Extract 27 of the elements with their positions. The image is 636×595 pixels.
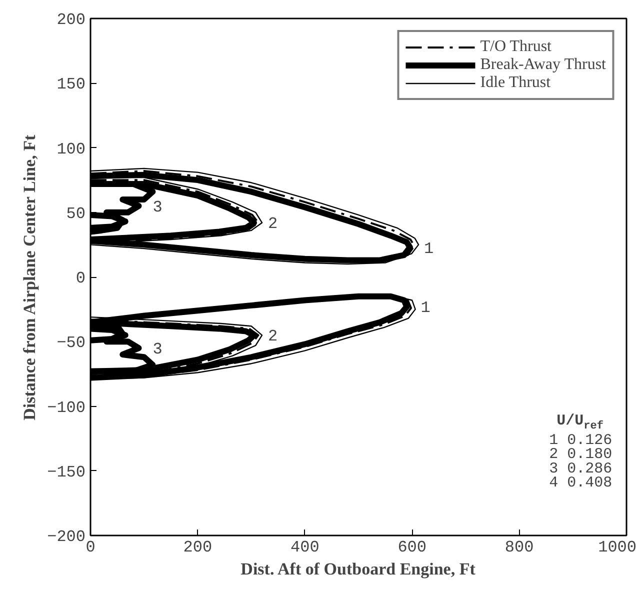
annotation: 4 0.408: [549, 474, 612, 492]
annotation: 1: [420, 299, 430, 318]
x-tick-label: 800: [504, 538, 534, 556]
annotation: 1 0.126: [549, 432, 612, 449]
y-tick-label: 200: [56, 11, 86, 29]
y-tick-label: 0: [76, 270, 86, 288]
y-tick-label: −150: [47, 463, 86, 482]
x-tick-label: 1000: [598, 538, 636, 556]
y-tick-label: 100: [56, 140, 86, 158]
y-tick-label: 50: [66, 204, 86, 223]
y-axis-title: Distance from Airplane Center Line, Ft: [20, 134, 40, 420]
y-tick-label: 150: [56, 76, 86, 94]
x-tick-label: 600: [398, 538, 427, 556]
legend-label: T/O Thrust: [480, 38, 552, 56]
annotation: 2: [268, 215, 278, 234]
x-axis-title: Dist. Aft of Outboard Engine, Ft: [240, 560, 476, 578]
legend-label: Break-Away Thrust: [480, 56, 606, 74]
annotation: 3: [152, 198, 162, 216]
y-tick-label: −100: [47, 398, 86, 417]
y-tick-label: −200: [47, 528, 86, 546]
annotation: 3: [152, 340, 162, 359]
annotation: 1: [424, 240, 434, 258]
x-tick-label: 400: [290, 538, 320, 556]
legend-label: Idle Thrust: [480, 74, 551, 92]
annotation: 2: [268, 328, 278, 346]
y-tick-label: −50: [56, 334, 86, 352]
x-tick-label: 200: [183, 538, 212, 556]
